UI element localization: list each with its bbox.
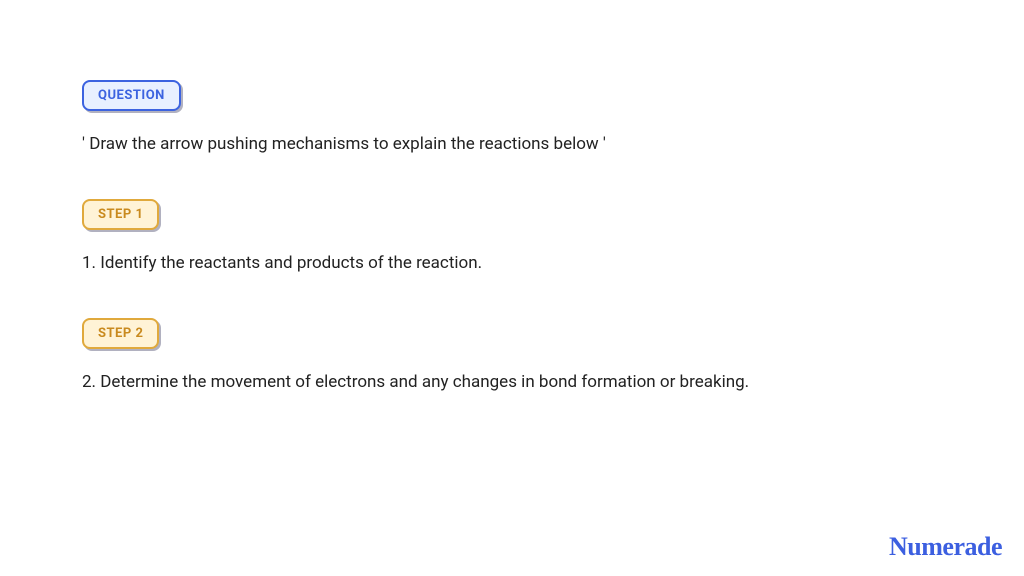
question-block: QUESTION ' Draw the arrow pushing mechan… bbox=[82, 80, 942, 157]
step1-text: 1. Identify the reactants and products o… bbox=[82, 252, 942, 276]
brand-logo: Numerade bbox=[889, 532, 1002, 562]
question-badge: QUESTION bbox=[82, 80, 181, 111]
question-text: ' Draw the arrow pushing mechanisms to e… bbox=[82, 133, 942, 157]
step2-text: 2. Determine the movement of electrons a… bbox=[82, 371, 942, 395]
step2-block: STEP 2 2. Determine the movement of elec… bbox=[82, 318, 942, 395]
step2-badge: STEP 2 bbox=[82, 318, 159, 349]
content-area: QUESTION ' Draw the arrow pushing mechan… bbox=[0, 0, 1024, 394]
step1-badge: STEP 1 bbox=[82, 199, 159, 230]
step1-block: STEP 1 1. Identify the reactants and pro… bbox=[82, 199, 942, 276]
